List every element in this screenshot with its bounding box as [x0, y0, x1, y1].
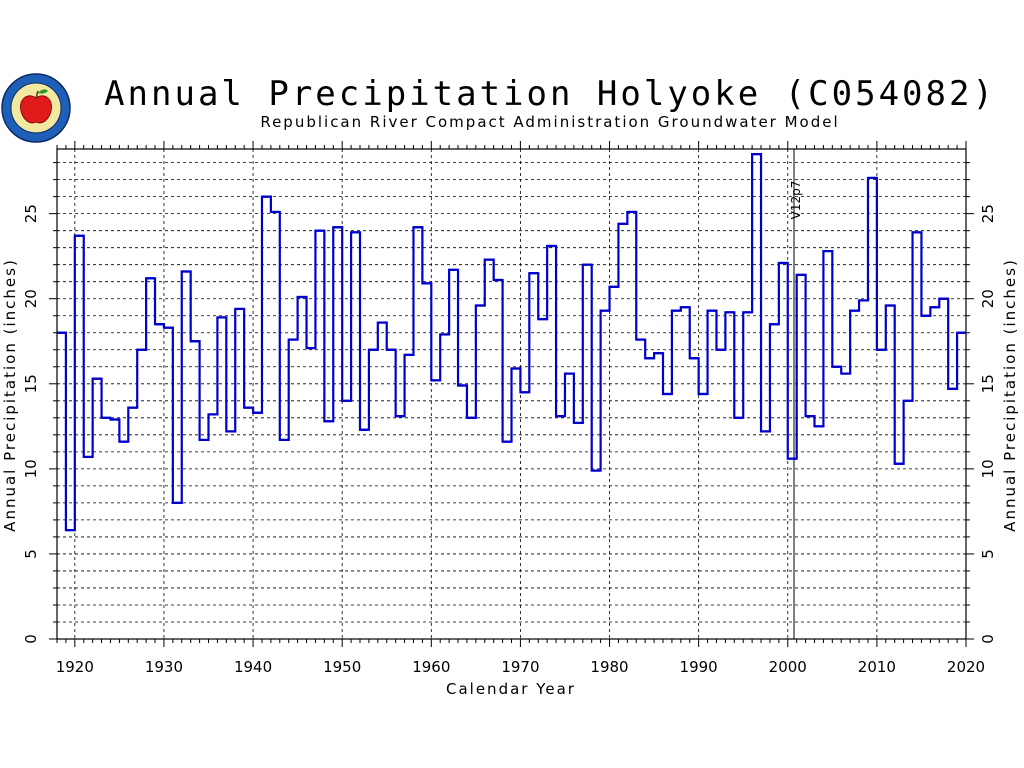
axes: 1920 1930 1940 1950 1960 1970 1980 1990 2000 2010…: [22, 141, 997, 676]
precipitation-series: [57, 153, 966, 532]
page-subtitle: Republican River Compact Administration …: [260, 113, 840, 131]
y-axis-label-left: Annual Precipitation (inches): [1, 258, 19, 532]
x-tick-label: 1990: [680, 658, 718, 676]
y-axis-label-right: Annual Precipitation (inches): [1001, 258, 1019, 532]
apple-stem-icon: [35, 90, 39, 99]
y-tick-label-left: 25: [22, 204, 40, 223]
vertical-marker-label: V12p7: [789, 181, 803, 220]
x-tick-label: 1970: [501, 658, 539, 676]
x-tick-label: 1920: [56, 658, 94, 676]
precipitation-step-line: [57, 153, 966, 532]
y-tick-label-left: 15: [22, 374, 40, 393]
y-tick-label-left: 10: [22, 459, 40, 478]
page-title: Annual Precipitation Holyoke (C054082): [104, 74, 996, 114]
x-tick-label: 2000: [769, 658, 807, 676]
y-tick-label-left: 20: [22, 289, 40, 308]
y-tick-label-left: 0: [22, 634, 40, 644]
apple-leaf-icon: [38, 89, 48, 94]
x-tick-label: 1980: [590, 658, 628, 676]
x-tick-label: 1930: [145, 658, 183, 676]
y-tick-label-right: 25: [979, 204, 997, 223]
x-tick-label: 1960: [412, 658, 450, 676]
x-tick-label: 1940: [234, 658, 272, 676]
y-tick-label-right: 5: [979, 549, 997, 559]
x-axis-label: Calendar Year: [446, 680, 576, 698]
y-tick-label-right: 15: [979, 374, 997, 393]
x-tick-label: 2020: [947, 658, 985, 676]
apple-seal-logo: [0, 72, 72, 144]
y-tick-label-right: 20: [979, 289, 997, 308]
y-tick-label-right: 10: [979, 459, 997, 478]
y-tick-label-right: 0: [979, 634, 997, 644]
y-tick-label-left: 5: [22, 549, 40, 559]
apple-icon: [20, 95, 52, 124]
x-tick-label: 2010: [858, 658, 896, 676]
x-tick-label: 1950: [323, 658, 361, 676]
